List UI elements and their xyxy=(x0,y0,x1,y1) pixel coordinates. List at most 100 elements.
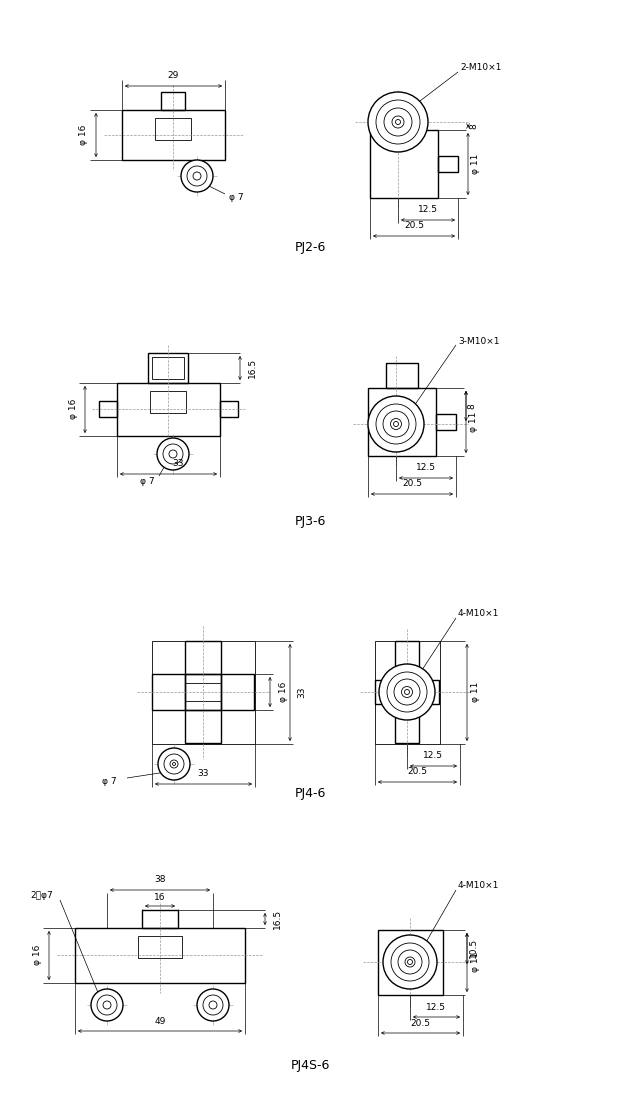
Text: φ 7: φ 7 xyxy=(141,477,155,486)
Text: 16.5: 16.5 xyxy=(248,358,257,378)
Circle shape xyxy=(383,935,437,989)
Circle shape xyxy=(193,172,201,180)
Text: 4-M10×1: 4-M10×1 xyxy=(458,882,499,891)
Circle shape xyxy=(203,995,223,1015)
Circle shape xyxy=(384,108,412,136)
Text: 20.5: 20.5 xyxy=(404,222,424,230)
Circle shape xyxy=(395,120,401,124)
Bar xyxy=(386,363,418,388)
Circle shape xyxy=(173,762,175,766)
Text: 20.5: 20.5 xyxy=(402,479,422,488)
Text: PJ4S-6: PJ4S-6 xyxy=(290,1060,330,1073)
Bar xyxy=(152,674,185,710)
Circle shape xyxy=(376,100,420,144)
Circle shape xyxy=(394,421,399,427)
Circle shape xyxy=(197,989,229,1021)
Bar xyxy=(221,674,254,710)
Circle shape xyxy=(379,664,435,720)
Bar xyxy=(75,928,245,983)
Circle shape xyxy=(158,748,190,780)
Text: 38: 38 xyxy=(154,875,166,884)
Bar xyxy=(375,680,395,704)
Text: φ 11: φ 11 xyxy=(471,154,480,174)
Circle shape xyxy=(170,760,178,768)
Bar xyxy=(368,388,436,456)
Bar xyxy=(436,414,456,430)
Text: φ 11: φ 11 xyxy=(471,682,480,702)
Circle shape xyxy=(408,960,413,964)
Circle shape xyxy=(103,1000,111,1009)
Bar xyxy=(185,641,221,674)
Bar xyxy=(220,402,238,417)
Text: PJ4-6: PJ4-6 xyxy=(294,788,325,801)
Text: φ 16: φ 16 xyxy=(80,125,89,145)
Text: 49: 49 xyxy=(154,1017,166,1026)
Text: 33: 33 xyxy=(172,460,184,468)
Circle shape xyxy=(181,160,213,192)
Text: φ 11: φ 11 xyxy=(469,411,478,432)
Circle shape xyxy=(157,438,189,470)
Circle shape xyxy=(405,957,415,966)
Bar xyxy=(152,357,184,378)
Circle shape xyxy=(368,92,428,152)
Bar xyxy=(152,641,255,744)
Text: 8: 8 xyxy=(467,403,476,409)
Bar xyxy=(378,930,443,995)
Text: PJ3-6: PJ3-6 xyxy=(294,514,325,528)
Text: 12.5: 12.5 xyxy=(423,751,443,760)
Text: 20.5: 20.5 xyxy=(407,768,427,777)
Text: φ 16: φ 16 xyxy=(279,682,288,702)
Text: φ 7: φ 7 xyxy=(102,778,117,787)
Bar xyxy=(142,911,178,928)
Text: φ 16: φ 16 xyxy=(33,945,42,965)
Circle shape xyxy=(163,444,183,464)
Text: PJ2-6: PJ2-6 xyxy=(294,241,325,255)
Bar xyxy=(375,641,440,744)
Bar xyxy=(438,156,458,172)
Text: 16.5: 16.5 xyxy=(272,909,281,929)
Bar xyxy=(395,680,419,704)
Circle shape xyxy=(398,950,422,974)
Text: 29: 29 xyxy=(168,70,178,79)
Text: 10.5: 10.5 xyxy=(469,938,478,958)
Text: 2－φ7: 2－φ7 xyxy=(30,892,53,901)
Bar xyxy=(122,110,225,160)
Circle shape xyxy=(97,995,117,1015)
Circle shape xyxy=(392,116,404,128)
Text: 8: 8 xyxy=(469,123,478,128)
Circle shape xyxy=(169,450,177,459)
Circle shape xyxy=(387,672,427,712)
Circle shape xyxy=(383,411,409,437)
Circle shape xyxy=(404,690,410,694)
Bar xyxy=(370,131,438,197)
Circle shape xyxy=(91,989,123,1021)
Bar xyxy=(150,391,186,412)
Text: 4-M10×1: 4-M10×1 xyxy=(458,610,499,619)
Circle shape xyxy=(164,754,184,774)
Bar xyxy=(419,680,439,704)
Bar xyxy=(185,710,221,743)
Bar xyxy=(117,383,220,436)
Circle shape xyxy=(390,418,401,430)
Text: φ 7: φ 7 xyxy=(229,193,243,203)
Bar xyxy=(148,353,188,383)
Text: φ 16: φ 16 xyxy=(69,399,78,419)
Circle shape xyxy=(209,1000,217,1009)
Text: 16: 16 xyxy=(154,893,166,902)
Text: 12.5: 12.5 xyxy=(426,1003,446,1011)
Bar xyxy=(395,704,419,743)
Bar xyxy=(155,118,191,140)
Circle shape xyxy=(401,687,413,698)
Bar xyxy=(99,402,117,417)
Bar xyxy=(161,92,185,110)
Bar xyxy=(185,674,221,710)
Circle shape xyxy=(187,166,207,186)
Bar xyxy=(138,936,182,958)
Text: 20.5: 20.5 xyxy=(410,1018,430,1028)
Circle shape xyxy=(376,404,416,444)
Text: 33: 33 xyxy=(297,687,306,698)
Text: 12.5: 12.5 xyxy=(418,205,438,215)
Text: 33: 33 xyxy=(197,769,209,779)
Text: φ 11: φ 11 xyxy=(471,952,480,972)
Bar xyxy=(395,641,419,680)
